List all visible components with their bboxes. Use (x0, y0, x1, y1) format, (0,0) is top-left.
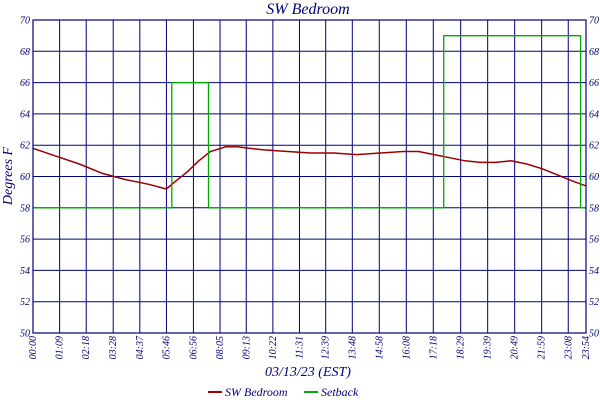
x-tick-label: 16:08 (401, 336, 412, 359)
y-tick-label-left: 68 (20, 47, 30, 58)
series-line-setback (33, 35, 586, 209)
y-tick-label-right: 70 (589, 16, 599, 27)
y-ticks-left: 50 52 54 56 58 60 62 64 66 68 70 (20, 16, 30, 340)
x-tick-label: 18:29 (456, 336, 467, 359)
x-tick-label: 13:48 (347, 336, 358, 359)
y-tick-label-right: 62 (589, 141, 599, 152)
y-tick-label-right: 68 (589, 47, 599, 58)
x-tick-label: 02:18 (81, 336, 92, 359)
x-tick-label: 00:00 (28, 336, 39, 359)
x-tick-label: 09:13 (241, 336, 252, 359)
y-ticks-right: 50 52 54 56 58 60 62 64 66 68 70 (589, 16, 599, 340)
y-axis-label: Degrees F (1, 146, 16, 206)
x-tick-label: 14:58 (374, 336, 385, 359)
x-tick-label: 05:46 (161, 336, 172, 359)
x-tick-label: 11:31 (294, 336, 305, 359)
x-tick-label: 23:08 (563, 336, 574, 359)
plot-frame (32, 19, 587, 334)
x-tick-label: 12:39 (321, 336, 332, 359)
x-tick-label: 04:37 (135, 335, 146, 359)
y-tick-label-left: 56 (20, 235, 30, 246)
x-tick-label: 06:56 (188, 336, 199, 359)
y-tick-label-left: 62 (20, 141, 30, 152)
x-tick-label: 19:39 (483, 336, 494, 359)
y-tick-label-right: 58 (589, 203, 599, 214)
chart-title: SW Bedroom (266, 1, 349, 18)
series-line-sw-bedroom (32, 146, 587, 190)
y-tick-label-left: 70 (20, 16, 30, 27)
x-ticks: 00:00 01:09 02:18 03:28 04:37 05:46 06:56 08:05… (28, 335, 592, 359)
x-tick-label: 03:28 (108, 336, 119, 359)
legend: SW Bedroom Setback (208, 385, 359, 399)
x-tick-label: 08:05 (215, 336, 226, 359)
x-tick-label: 17:18 (428, 336, 439, 359)
series-layer (32, 35, 587, 209)
legend-label-setback: Setback (321, 385, 359, 399)
y-tick-label-left: 50 (20, 329, 30, 340)
y-tick-label-right: 54 (589, 266, 599, 277)
x-tick-label: 01:09 (55, 336, 66, 359)
y-tick-label-left: 54 (20, 266, 30, 277)
x-tick-label: 10:22 (268, 336, 279, 359)
legend-label-sw-bedroom: SW Bedroom (225, 385, 288, 399)
x-axis-label: 03/13/23 (EST) (265, 365, 351, 380)
y-tick-label-right: 60 (589, 172, 599, 183)
y-tick-label-right: 64 (589, 109, 599, 120)
y-tick-label-left: 52 (20, 297, 30, 308)
y-tick-label-right: 52 (589, 297, 599, 308)
y-tick-label-left: 64 (20, 109, 30, 120)
y-tick-label-right: 56 (589, 235, 599, 246)
y-tick-label-left: 66 (20, 78, 30, 89)
x-tick-label: 23:54 (581, 336, 592, 359)
y-tick-label-left: 60 (20, 172, 30, 183)
x-tick-label: 20:49 (510, 336, 521, 359)
x-tick-label: 21:59 (537, 336, 548, 359)
y-tick-label-left: 58 (20, 203, 30, 214)
y-tick-label-right: 50 (589, 329, 599, 340)
y-tick-label-right: 66 (589, 78, 599, 89)
